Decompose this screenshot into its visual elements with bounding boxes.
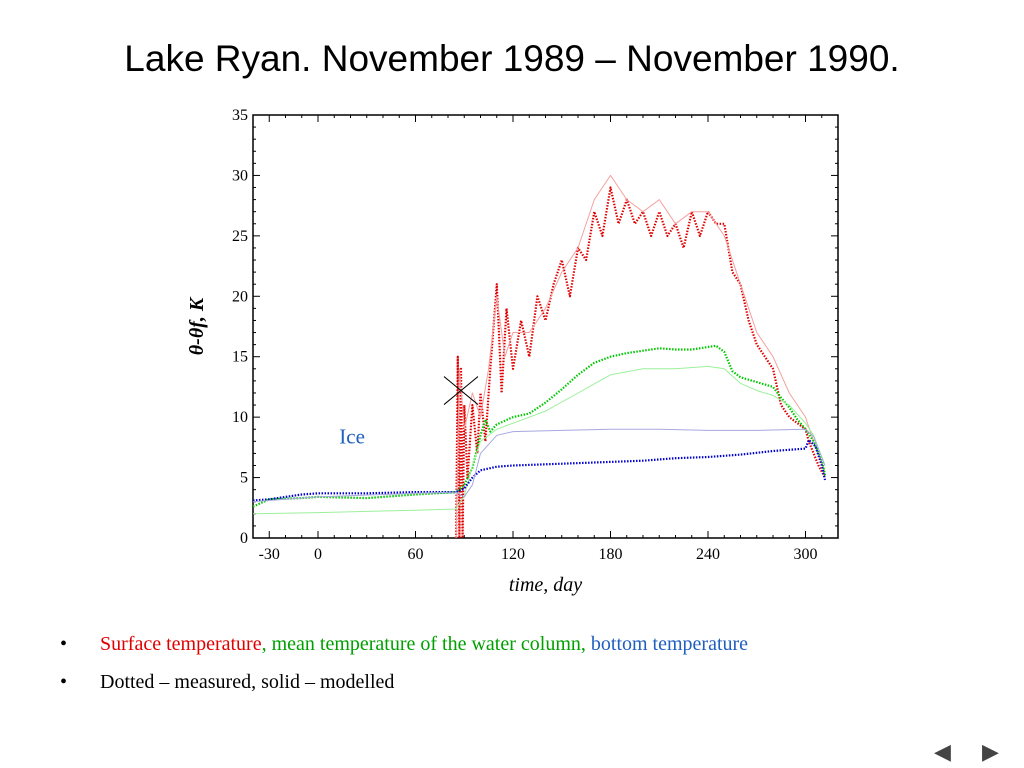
bullet-glyph: •: [60, 633, 68, 655]
y-tick-label: 0: [240, 530, 248, 547]
x-tick-label: 60: [408, 546, 424, 563]
bullet-glyph: •: [60, 671, 68, 693]
prev-slide-button[interactable]: ◀: [934, 740, 951, 765]
plot-area: 0 5 10 15 20 25 30 35 -30 0 60 120 180 240 300 time, da…: [186, 107, 839, 596]
ice-annotation: Ice: [339, 425, 365, 449]
y-tick-label: 20: [232, 288, 248, 305]
y-tick-label: 15: [232, 349, 248, 366]
y-tick-label: 5: [240, 470, 248, 487]
legend-style-text: Dotted – measured, solid – modelled: [100, 671, 395, 693]
legend-text: Surface temperature, mean temperature of…: [100, 630, 748, 658]
slide-title: Lake Ryan. November 1989 – November 1990…: [124, 38, 900, 79]
x-axis-label: time, day: [509, 574, 582, 596]
series-line: [252, 439, 827, 502]
series-line: [455, 186, 826, 540]
x-tick-label: 300: [794, 546, 818, 563]
x-tick-label: 0: [314, 546, 322, 563]
legend-surface: Surface temperature: [100, 633, 262, 655]
y-tick-label: 30: [232, 167, 248, 184]
y-axis-label: θ-θf, K: [186, 296, 208, 355]
legend-mean: mean temperature of the water column,: [266, 633, 586, 655]
legend-bottom: bottom temperature: [585, 633, 749, 655]
series-line: [252, 365, 826, 515]
y-tick-label: 25: [232, 228, 248, 245]
next-slide-button[interactable]: ▶: [982, 740, 999, 765]
temperature-chart: 0 5 10 15 20 25 30 35 -30 0 60 120 180 240 300 time, da…: [186, 107, 839, 596]
y-tick-label: 10: [232, 409, 248, 426]
legend-comma: ,: [261, 633, 267, 655]
x-tick-label: -30: [259, 546, 280, 563]
x-tick-label: 120: [501, 546, 525, 563]
y-tick-label: 35: [232, 107, 248, 124]
series-line: [455, 174, 826, 539]
ice-breakup-marker: [443, 376, 479, 405]
x-tick-label: 180: [599, 546, 623, 563]
series-line: [252, 344, 827, 508]
series-line: [252, 428, 826, 503]
x-tick-label: 240: [696, 546, 720, 563]
